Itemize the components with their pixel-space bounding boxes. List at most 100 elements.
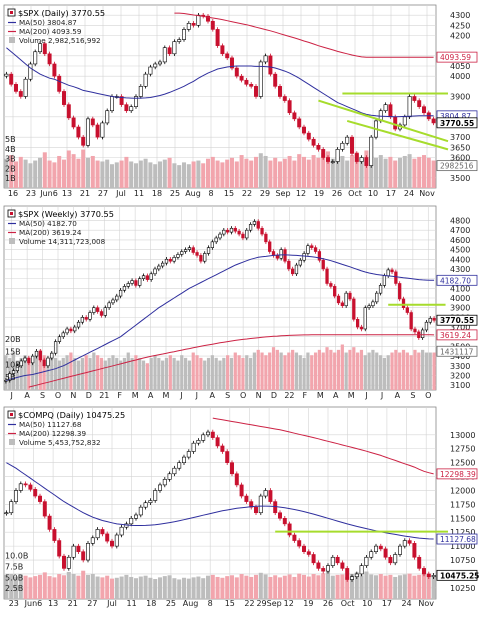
candle-body <box>405 307 409 313</box>
volume-bar <box>229 157 235 188</box>
price-tick-label: 11500 <box>450 514 475 523</box>
volume-tick-label: 15B <box>5 348 21 357</box>
candle-body <box>195 252 199 256</box>
candle-body <box>398 283 402 300</box>
volume-bar <box>359 349 364 390</box>
price-label-text: 3804.87 <box>440 112 471 121</box>
volume-bar <box>138 160 143 188</box>
ma200-line <box>212 417 434 475</box>
volume-bar <box>37 157 43 188</box>
candle-body <box>402 116 407 126</box>
volume-bar <box>210 574 215 599</box>
volume-bar <box>111 355 115 390</box>
volume-bar <box>297 154 302 188</box>
volume-bar <box>143 575 148 599</box>
candle-body <box>172 467 177 475</box>
candle-body <box>162 479 167 486</box>
candle-body <box>18 483 23 491</box>
volume-bar <box>191 161 196 188</box>
candle-body <box>183 249 188 252</box>
volume-bar <box>143 158 148 188</box>
volume-bar <box>237 355 241 390</box>
volume-bar <box>52 577 57 599</box>
volume-bar <box>348 349 352 390</box>
volume-bar <box>206 357 211 390</box>
candle-body <box>31 355 35 364</box>
candle-body <box>420 329 425 339</box>
price-tick-label: 4600 <box>450 236 470 245</box>
volume-bar <box>321 573 326 599</box>
candle-body <box>244 79 249 85</box>
candle-body <box>148 66 153 75</box>
candle-body <box>417 100 422 107</box>
x-tick-label: 25 <box>170 189 180 198</box>
legend-swatch <box>9 238 15 244</box>
volume-bar <box>244 158 249 188</box>
candle-body <box>38 350 42 361</box>
volume-bar <box>301 574 307 599</box>
candle-body <box>143 502 148 508</box>
volume-bar <box>191 352 195 390</box>
price-tick-label: 4200 <box>450 32 470 41</box>
candle-body <box>249 501 254 508</box>
volume-bar <box>186 578 191 599</box>
volume-bar <box>340 574 345 599</box>
candle-body <box>287 260 291 270</box>
candle-body <box>177 39 182 42</box>
candle-body <box>354 573 359 578</box>
volume-bar <box>244 575 249 599</box>
price-tick-label: 3700 <box>450 323 470 332</box>
volume-tick-label: 7.5B <box>5 562 23 571</box>
candle-body <box>273 501 278 514</box>
candle-body <box>268 490 273 502</box>
candle-body <box>352 298 356 320</box>
price-tick-label: 3900 <box>450 304 470 313</box>
volume-bar <box>306 352 310 390</box>
legend-entry: MA(200) 12298.39 <box>19 429 86 438</box>
volume-bar <box>183 357 188 390</box>
candle-body <box>294 264 299 275</box>
volume-bar <box>253 574 259 599</box>
volume-bar <box>369 155 374 188</box>
price-label-text: 4182.70 <box>440 276 471 285</box>
price-tick-label: 4300 <box>450 265 470 274</box>
candle-body <box>310 245 314 248</box>
volume-bar <box>71 574 76 599</box>
candle-body <box>431 575 436 578</box>
candle-body <box>344 292 348 307</box>
volume-bar <box>168 355 172 390</box>
candle-body <box>69 328 73 332</box>
volume-bar <box>153 164 158 188</box>
ma200-line <box>174 12 434 58</box>
volume-bar <box>335 574 340 599</box>
candle-body <box>316 145 321 150</box>
volume-bar <box>196 576 201 599</box>
candle-body <box>57 540 62 557</box>
candle-body <box>390 269 394 273</box>
volume-bar <box>205 575 211 599</box>
price-tick-label: 4000 <box>450 294 470 303</box>
candle-body <box>34 350 39 357</box>
price-label-text: 2982516 <box>440 162 474 171</box>
volume-bar <box>321 352 325 390</box>
candle-body <box>62 555 66 569</box>
volume-bar <box>205 158 211 188</box>
volume-bar <box>85 574 91 599</box>
candle-body <box>42 501 47 517</box>
candle-body <box>268 55 273 75</box>
x-tick-label: 12 <box>284 599 294 608</box>
candle-body <box>65 328 69 334</box>
x-tick-label: A <box>333 391 339 400</box>
x-tick-label: 24 <box>401 599 411 608</box>
volume-bar <box>167 157 172 188</box>
x-tick-label: 22 <box>242 189 252 198</box>
volume-bar <box>277 577 283 599</box>
candle-body <box>426 573 431 578</box>
volume-bar <box>356 352 360 390</box>
volume-bar <box>373 157 379 188</box>
volume-bar <box>162 576 167 599</box>
x-tick-label: Oct <box>341 599 355 608</box>
price-tick-label: 4000 <box>450 72 470 81</box>
